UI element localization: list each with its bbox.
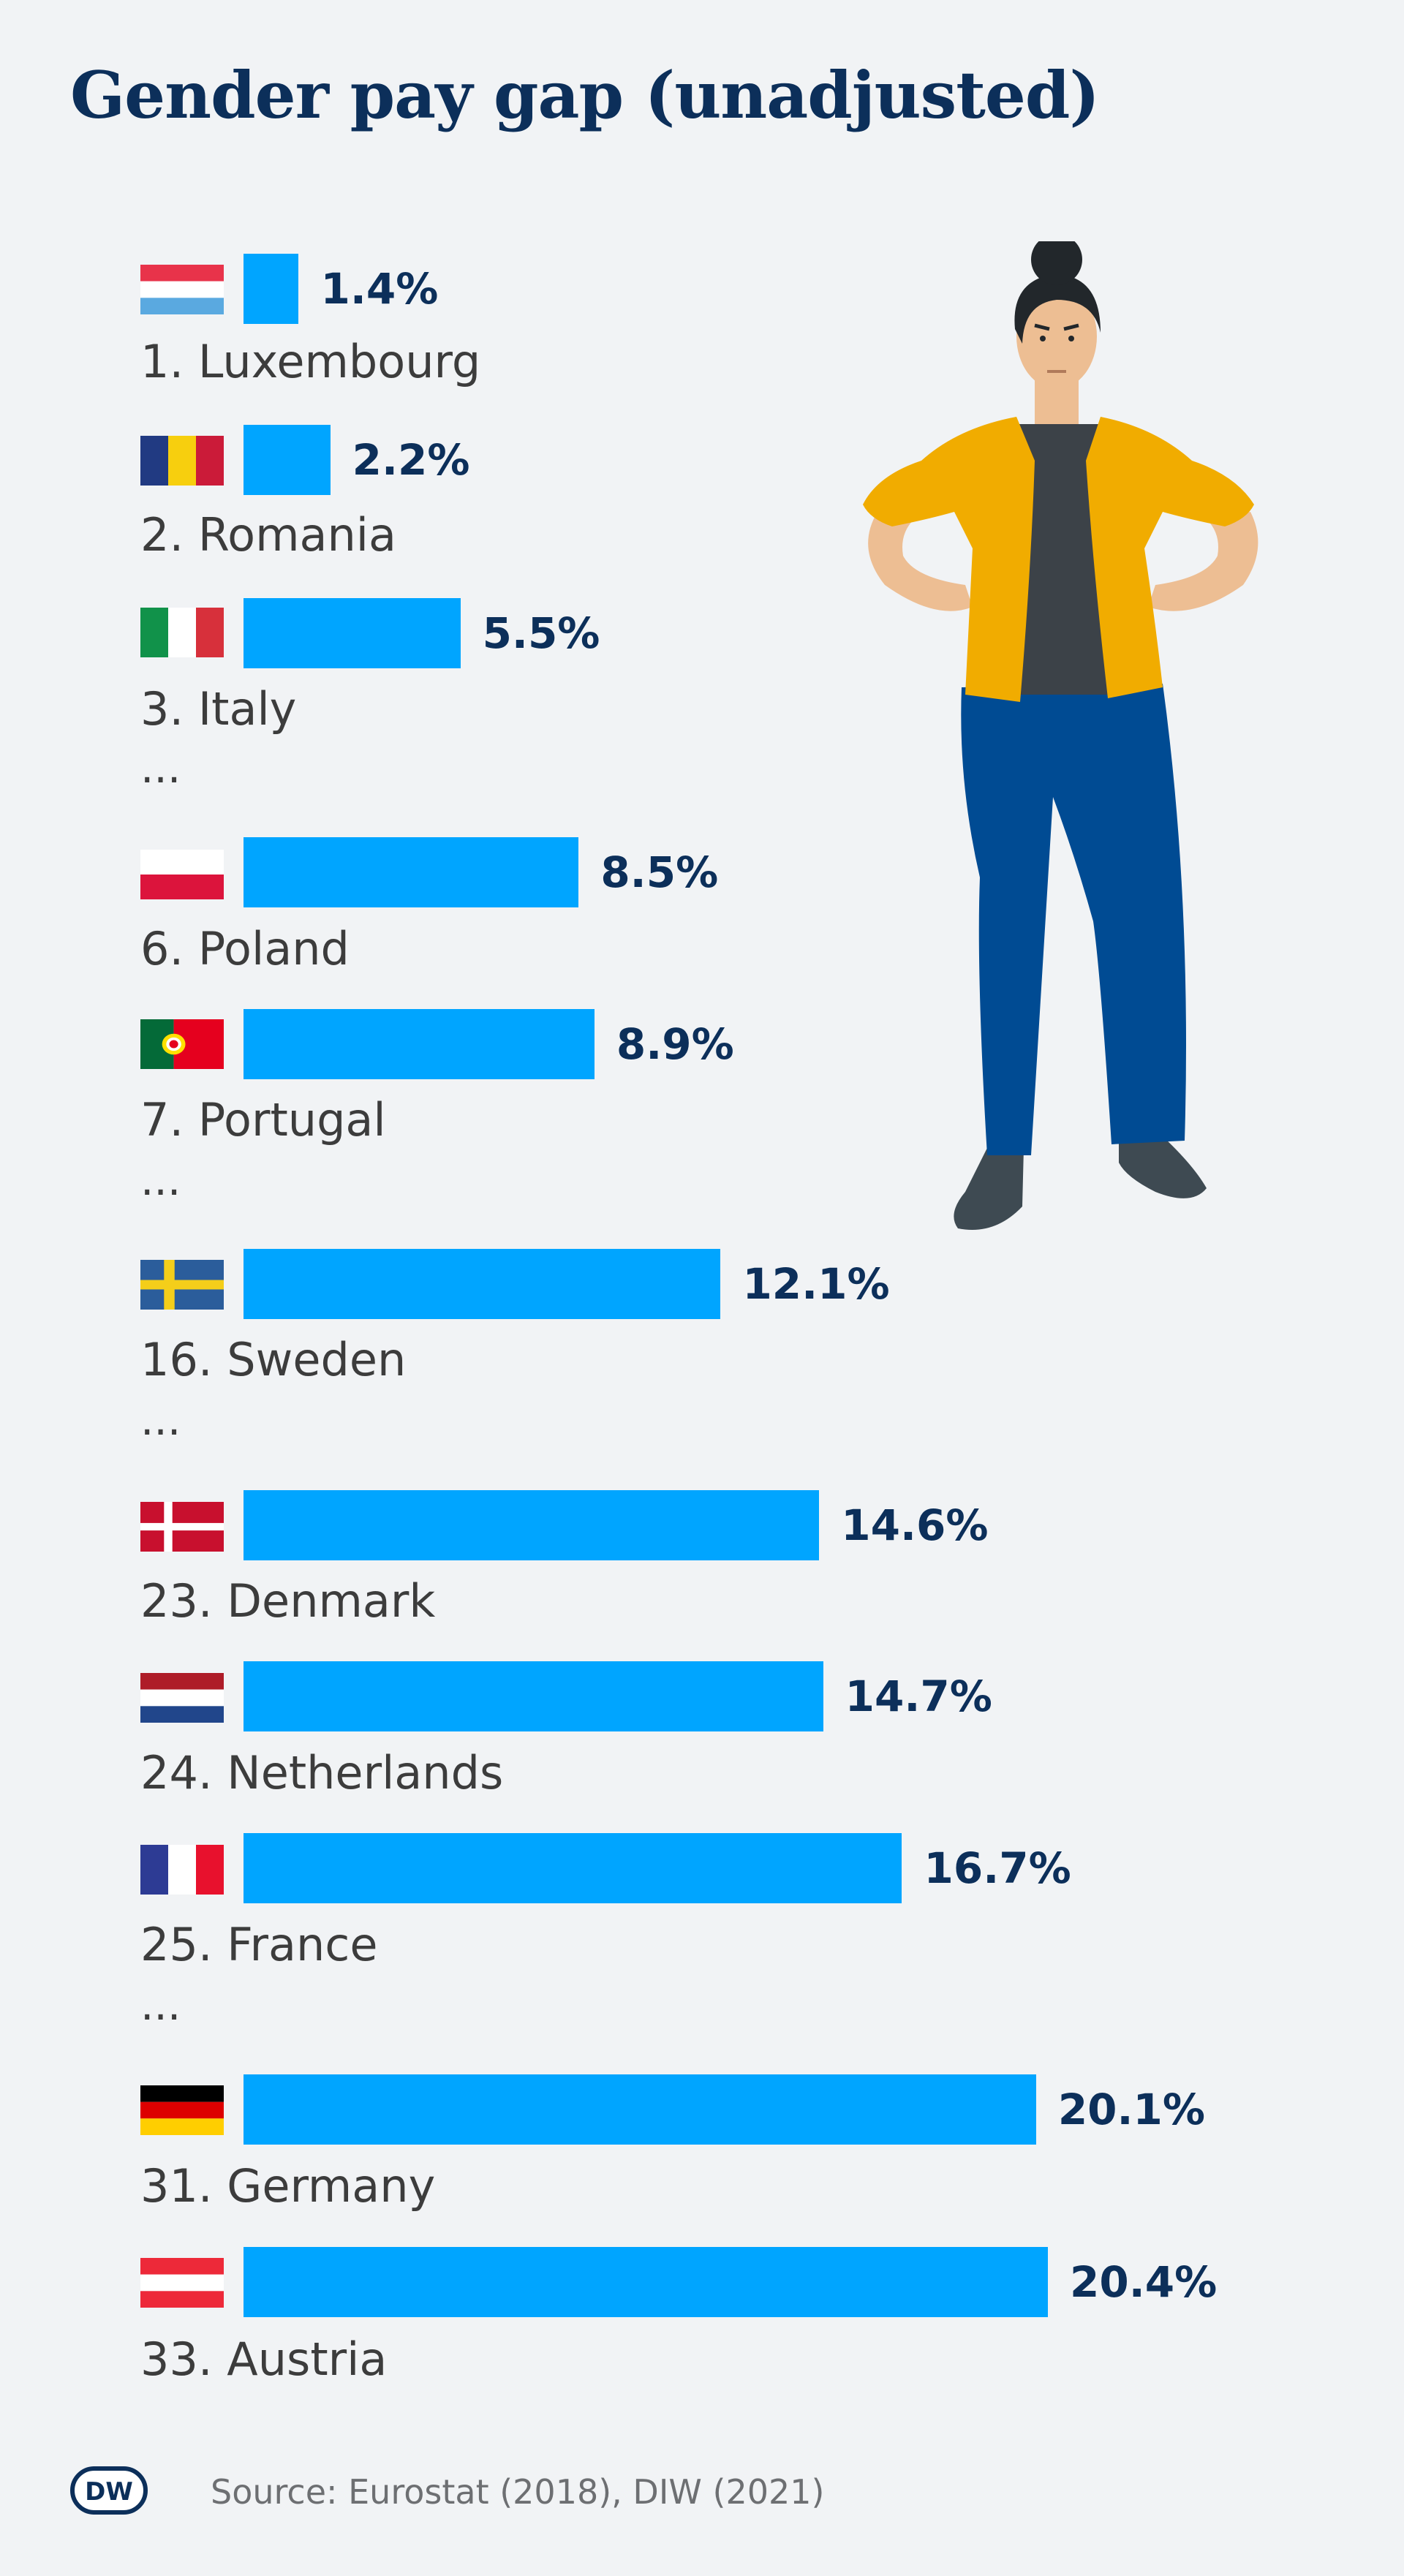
country-label-poland: 6. Poland (140, 922, 350, 975)
value-label-netherlands: 14.7% (845, 1672, 992, 1721)
country-label-portugal: 7. Portugal (140, 1093, 386, 1147)
country-label-denmark: 23. Denmark (140, 1574, 436, 1628)
value-label-italy: 5.5% (482, 608, 600, 658)
bar-sweden (244, 1249, 721, 1319)
country-label-romania: 2. Romania (140, 508, 396, 562)
chart-title: Gender pay gap (unadjusted) (70, 57, 1100, 133)
source-note: Source: Eurostat (2018), DIW (2021) (211, 2472, 825, 2512)
country-label-austria: 33. Austria (140, 2333, 388, 2386)
ellipsis-gap-1: ... (140, 743, 181, 793)
country-label-italy: 3. Italy (140, 682, 297, 736)
country-label-sweden: 16. Sweden (140, 1333, 407, 1386)
value-label-austria: 20.4% (1070, 2257, 1218, 2307)
netherlands-flag-icon (140, 1673, 224, 1723)
country-label-luxembourg: 1. Luxembourg (140, 335, 481, 388)
ellipsis-gap-3: ... (140, 1395, 181, 1445)
value-label-france: 16.7% (924, 1843, 1071, 1893)
bar-romania (244, 425, 331, 495)
country-label-germany: 31. Germany (140, 2159, 436, 2213)
bar-luxembourg (244, 254, 299, 324)
bar-denmark (244, 1490, 820, 1560)
sweden-flag-icon (140, 1260, 224, 1310)
bar-austria (244, 2247, 1048, 2317)
portugal-flag-icon (140, 1019, 224, 1069)
value-label-romania: 2.2% (352, 435, 470, 485)
value-label-sweden: 12.1% (742, 1259, 890, 1309)
bar-poland (244, 837, 579, 907)
country-label-france: 25. France (140, 1918, 378, 1971)
france-flag-icon (140, 1845, 224, 1895)
value-label-poland: 8.5% (600, 847, 719, 897)
bar-france (244, 1833, 902, 1903)
woman-illustration (863, 241, 1258, 1230)
italy-flag-icon (140, 608, 224, 657)
bar-germany (244, 2074, 1036, 2145)
bar-portugal (244, 1009, 595, 1079)
poland-flag-icon (140, 850, 224, 899)
value-label-denmark: 14.6% (841, 1500, 989, 1550)
value-label-germany: 20.1% (1057, 2085, 1206, 2134)
romania-flag-icon (140, 436, 224, 486)
ellipsis-gap-4: ... (140, 1980, 181, 2030)
ellipsis-gap-2: ... (140, 1155, 181, 1205)
germany-flag-icon (140, 2085, 224, 2135)
dw-logo-text: DW (85, 2477, 133, 2507)
bar-italy (244, 598, 461, 668)
country-label-netherlands: 24. Netherlands (140, 1746, 504, 1799)
value-label-luxembourg: 1.4% (320, 264, 439, 314)
denmark-flag-icon (140, 1502, 224, 1552)
luxembourg-flag-icon (140, 265, 224, 314)
value-label-portugal: 8.9% (616, 1019, 734, 1069)
austria-flag-icon (140, 2258, 224, 2308)
dw-logo: DW (70, 2466, 148, 2515)
bar-netherlands (244, 1661, 823, 1731)
